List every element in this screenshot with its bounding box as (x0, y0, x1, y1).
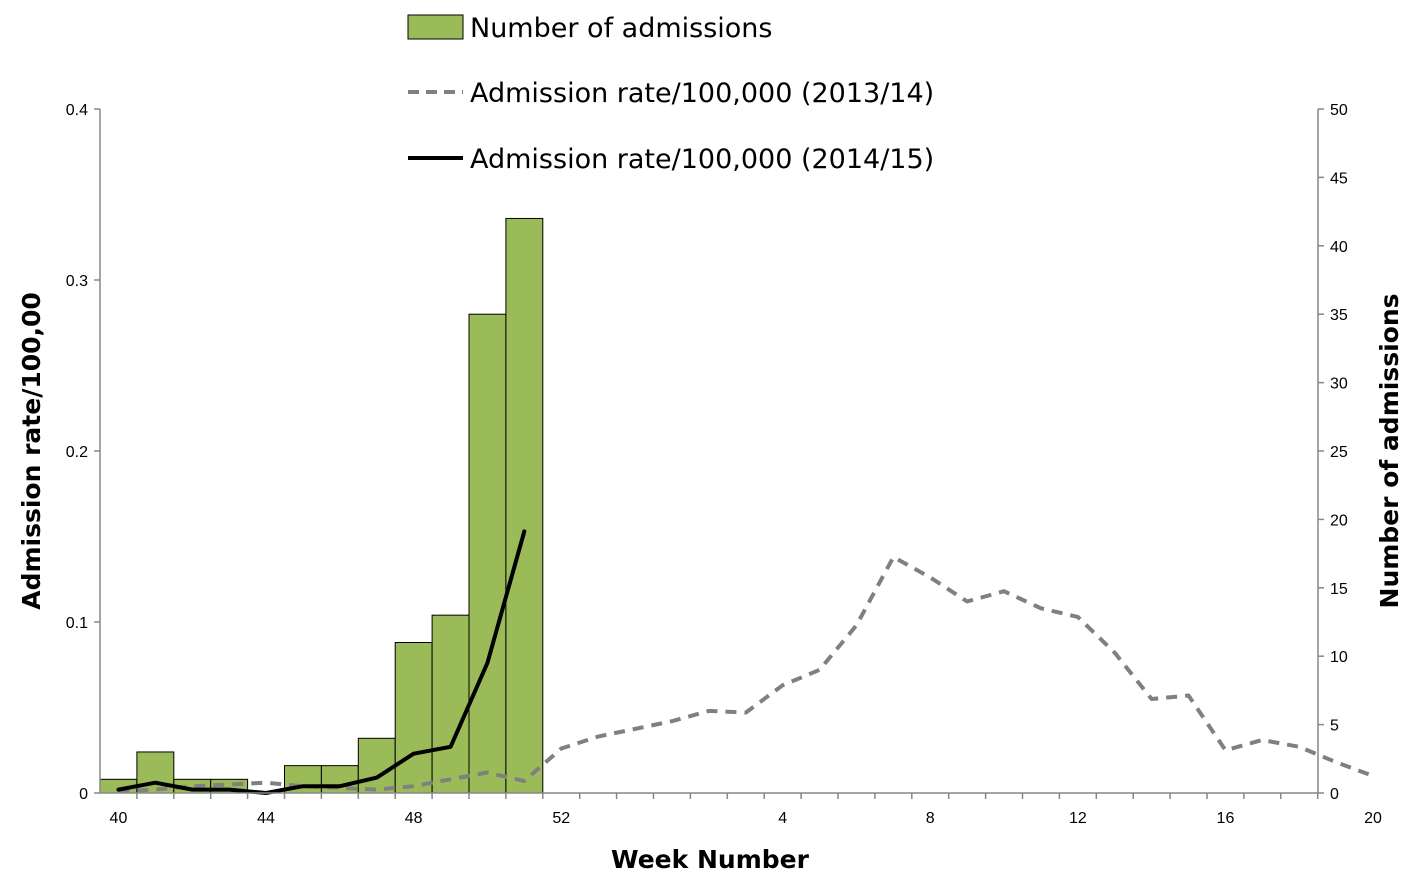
right-tick-label: 15 (1330, 581, 1348, 598)
admissions-bar-week-47 (357, 737, 396, 794)
admissions-bar-week-50 (468, 313, 507, 794)
lines-layer (116, 529, 1374, 795)
right-tick-label: 50 (1330, 102, 1348, 119)
x-tick-label: 4 (778, 810, 787, 827)
left-tick-label: 0.3 (66, 273, 88, 290)
right-tick-label: 10 (1330, 649, 1348, 666)
right-tick-label: 40 (1330, 239, 1348, 256)
right-tick-label: 0 (1330, 786, 1339, 803)
legend-label-admissions: Number of admissions (470, 13, 772, 44)
admissions-bar-week-49 (431, 614, 470, 794)
right-tick-label: 45 (1330, 170, 1348, 187)
x-tick-label: 48 (405, 810, 423, 827)
right-tick-label: 25 (1330, 444, 1348, 461)
x-tick-label: 12 (1069, 810, 1087, 827)
left-tick-label: 0.1 (66, 615, 88, 632)
bars-layer (99, 217, 544, 794)
x-tick-label: 40 (110, 810, 128, 827)
x-tick-label: 52 (552, 810, 570, 827)
legend-label-2014-15: Admission rate/100,000 (2014/15) (470, 144, 934, 175)
x-tick-label: 16 (1217, 810, 1235, 827)
left-tick-label: 0.4 (66, 102, 88, 119)
right-tick-label: 5 (1330, 718, 1339, 735)
left-axis-title: Admission rate/100,00 (17, 292, 46, 610)
x-tick-label: 8 (926, 810, 935, 827)
legend-swatch-admissions (407, 14, 464, 40)
x-axis-title: Week Number (611, 845, 810, 872)
right-tick-label: 30 (1330, 376, 1348, 393)
right-tick-label: 20 (1330, 512, 1348, 529)
legend-label-2013-14: Admission rate/100,000 (2013/14) (470, 78, 934, 109)
rate-line-2014-15 (116, 529, 527, 795)
left-tick-label: 0 (79, 786, 88, 803)
right-axis-title: Number of admissions (1375, 294, 1404, 609)
admissions-bar-week-48 (394, 642, 433, 794)
left-tick-label: 0.2 (66, 444, 88, 461)
rate-line-2013-14 (118, 555, 1374, 794)
admissions-bar-week-51 (505, 217, 544, 794)
x-tick-label: 44 (257, 810, 275, 827)
x-tick-label: 20 (1364, 810, 1382, 827)
legend: Number of admissions Admission rate/100,… (407, 13, 934, 175)
right-tick-label: 35 (1330, 307, 1348, 324)
